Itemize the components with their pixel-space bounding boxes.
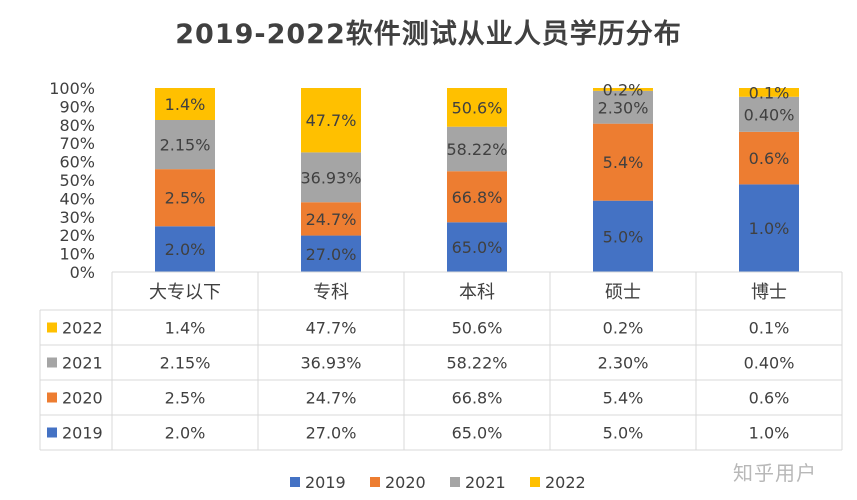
y-tick-label: 100% xyxy=(49,79,95,98)
y-tick-label: 50% xyxy=(59,171,95,190)
bar-segment-2019 xyxy=(155,226,215,272)
bar-segment-2022 xyxy=(301,88,361,153)
table-cell: 2.30% xyxy=(598,354,649,373)
bar-segment-2022 xyxy=(593,88,653,91)
data-label: 65.0% xyxy=(452,238,503,257)
table-cell: 36.93% xyxy=(300,354,361,373)
table-cell: 2.15% xyxy=(160,354,211,373)
y-tick-label: 20% xyxy=(59,226,95,245)
bar-segment-2021 xyxy=(301,152,361,203)
bar-segment-2020 xyxy=(301,202,361,236)
table-cell: 1.4% xyxy=(165,319,206,338)
data-label: 0.1% xyxy=(749,83,790,102)
bar-segment-2021 xyxy=(739,96,799,132)
bar-segment-2020 xyxy=(739,131,799,185)
data-label: 0.40% xyxy=(744,105,795,124)
table-cell: 47.7% xyxy=(306,319,357,338)
data-label: 50.6% xyxy=(452,98,503,117)
y-tick-label: 30% xyxy=(59,208,95,227)
legend-key-2019 xyxy=(47,427,57,438)
data-label: 27.0% xyxy=(306,245,357,264)
data-label: 2.0% xyxy=(165,240,206,259)
data-label: 36.93% xyxy=(300,168,361,187)
data-label: 58.22% xyxy=(446,140,507,159)
y-tick-label: 90% xyxy=(59,97,95,116)
legend-label: 2021 xyxy=(465,473,506,492)
table-cell: 0.2% xyxy=(603,319,644,338)
table-row-label: 2019 xyxy=(62,424,103,443)
table-row-label: 2020 xyxy=(62,389,103,408)
data-label: 0.2% xyxy=(603,80,644,99)
legend-label: 2022 xyxy=(545,473,586,492)
legend-label: 2019 xyxy=(305,473,346,492)
bar-segment-2021 xyxy=(155,120,215,170)
chart-title: 2019-2022软件测试从业人员学历分布 xyxy=(175,19,682,50)
table-cell: 66.8% xyxy=(452,389,503,408)
bar-segment-2022 xyxy=(155,88,215,120)
y-tick-label: 40% xyxy=(59,189,95,208)
x-tick-label: 博士 xyxy=(751,282,787,303)
table-cell: 5.4% xyxy=(603,389,644,408)
legend-marker xyxy=(290,477,300,487)
data-label: 2.30% xyxy=(598,98,649,117)
table-cell: 2.0% xyxy=(165,424,206,443)
bar-segment-2021 xyxy=(593,90,653,124)
x-tick-label: 专科 xyxy=(313,282,349,303)
table-row-label: 2022 xyxy=(62,319,103,338)
legend-key-2020 xyxy=(47,392,57,403)
legend-key-2022 xyxy=(47,322,57,333)
bar-segment-2019 xyxy=(593,200,653,272)
table-cell: 0.1% xyxy=(749,319,790,338)
bar-segment-2019 xyxy=(739,184,799,272)
data-label: 5.0% xyxy=(603,227,644,246)
bar-segment-2020 xyxy=(447,171,507,223)
data-label: 1.4% xyxy=(165,95,206,114)
bar-segment-2019 xyxy=(447,222,507,272)
bar-segment-2021 xyxy=(447,126,507,172)
watermark: 知乎用户 xyxy=(733,461,817,485)
table-cell: 27.0% xyxy=(306,424,357,443)
bar-segment-2019 xyxy=(301,235,361,272)
x-tick-label: 硕士 xyxy=(605,282,641,303)
table-row-label: 2021 xyxy=(62,354,103,373)
y-tick-label: 80% xyxy=(59,116,95,135)
data-label: 24.7% xyxy=(306,210,357,229)
table-cell: 0.6% xyxy=(749,389,790,408)
legend-marker xyxy=(370,477,380,487)
legend-marker xyxy=(530,477,540,487)
bar-segment-2020 xyxy=(155,169,215,227)
table-cell: 1.0% xyxy=(749,424,790,443)
bar-segment-2020 xyxy=(593,123,653,201)
data-label: 66.8% xyxy=(452,188,503,207)
y-tick-label: 10% xyxy=(59,245,95,264)
data-label: 0.6% xyxy=(749,149,790,168)
y-tick-label: 60% xyxy=(59,153,95,172)
y-tick-label: 0% xyxy=(70,263,95,282)
table-cell: 24.7% xyxy=(306,389,357,408)
table-cell: 5.0% xyxy=(603,424,644,443)
y-tick-label: 70% xyxy=(59,134,95,153)
x-tick-label: 大专以下 xyxy=(149,282,221,303)
legend-marker xyxy=(450,477,460,487)
table-cell: 2.5% xyxy=(165,389,206,408)
data-label: 5.4% xyxy=(603,153,644,172)
x-tick-label: 本科 xyxy=(459,282,495,303)
table-cell: 58.22% xyxy=(446,354,507,373)
data-label: 1.0% xyxy=(749,219,790,238)
bar-segment-2022 xyxy=(739,88,799,97)
legend-key-2021 xyxy=(47,357,57,368)
table-cell: 65.0% xyxy=(452,424,503,443)
data-label: 2.15% xyxy=(160,136,211,155)
bar-segment-2022 xyxy=(447,88,507,127)
table-cell: 50.6% xyxy=(452,319,503,338)
legend-label: 2020 xyxy=(385,473,426,492)
table-cell: 0.40% xyxy=(744,354,795,373)
data-label: 47.7% xyxy=(306,111,357,130)
data-label: 2.5% xyxy=(165,189,206,208)
